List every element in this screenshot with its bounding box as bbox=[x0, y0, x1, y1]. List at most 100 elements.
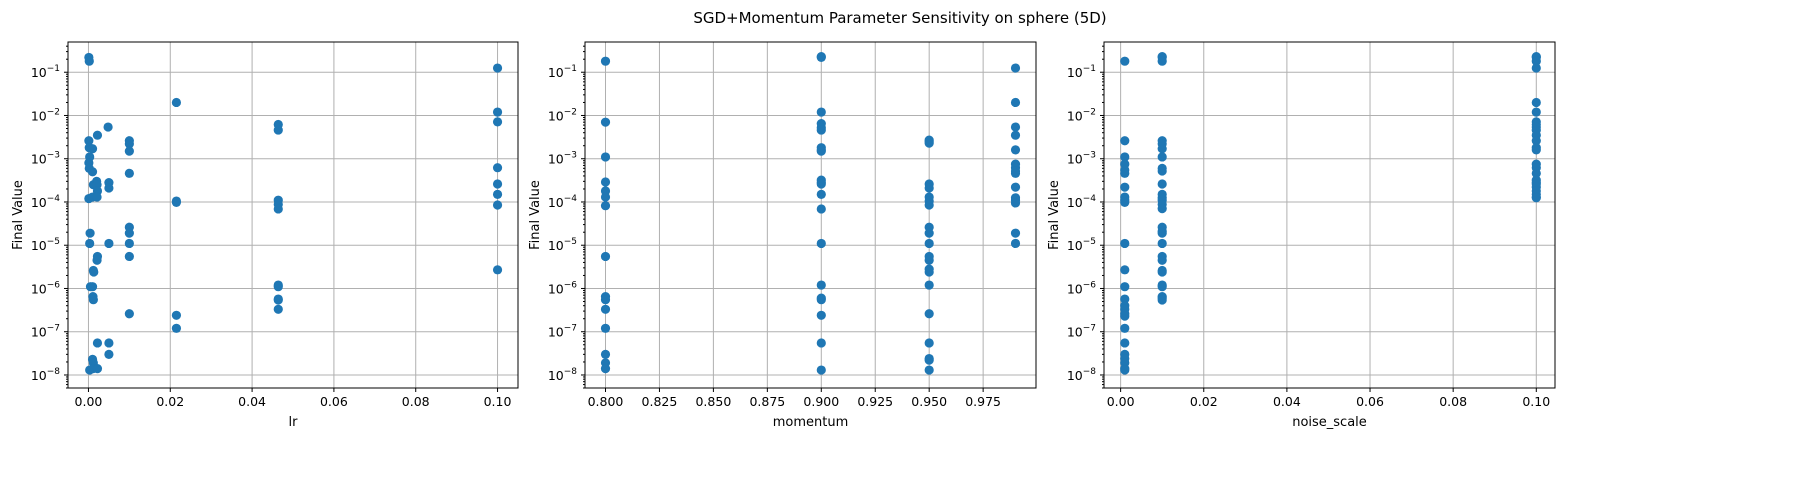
scatter-point bbox=[1120, 152, 1130, 162]
scatter-points bbox=[84, 52, 503, 375]
x-tick-label: 0.02 bbox=[156, 394, 184, 409]
scatter-point bbox=[92, 338, 103, 348]
y-tick-label: 10−5 bbox=[548, 237, 577, 253]
scatter-point bbox=[924, 355, 934, 365]
scatter-point bbox=[84, 56, 94, 66]
scatter-point bbox=[816, 204, 826, 214]
scatter-point bbox=[600, 304, 611, 314]
x-tick-label: 0.00 bbox=[1107, 394, 1135, 409]
scatter-point bbox=[1010, 97, 1021, 108]
scatter-point bbox=[492, 200, 503, 210]
scatter-point bbox=[1010, 63, 1021, 73]
scatter-point bbox=[1157, 267, 1167, 277]
x-axis: 0.00 0.02 0.04 0.06 0.08 0.10 bbox=[75, 388, 512, 409]
scatter-point bbox=[600, 177, 611, 187]
scatter-point bbox=[273, 304, 283, 314]
scatter-point bbox=[124, 168, 134, 178]
scatter-point bbox=[87, 144, 98, 154]
y-tick-label: 10−4 bbox=[1067, 194, 1096, 210]
y-tick-label: 10−1 bbox=[548, 64, 577, 80]
scatter-point bbox=[1531, 145, 1541, 155]
y-tick-label: 10−8 bbox=[548, 367, 577, 383]
x-axis-label: lr bbox=[289, 415, 299, 430]
scatter-point bbox=[1010, 228, 1021, 238]
x-tick-label: 0.06 bbox=[320, 394, 348, 409]
scatter-point bbox=[600, 56, 611, 66]
x-tick-label: 0.00 bbox=[75, 394, 103, 409]
y-tick-label: 10−3 bbox=[548, 151, 577, 167]
scatter-point bbox=[1531, 107, 1541, 117]
scatter-point bbox=[1157, 228, 1167, 238]
y-tick-label: 10−8 bbox=[1067, 367, 1096, 383]
scatter-point bbox=[124, 309, 134, 319]
scatter-point bbox=[924, 309, 934, 319]
scatter-point bbox=[1157, 282, 1167, 292]
y-tick-label: 10−5 bbox=[1067, 237, 1096, 253]
scatter-point bbox=[87, 282, 98, 292]
scatter-point bbox=[924, 255, 934, 265]
scatter-point bbox=[924, 228, 934, 238]
scatter-point bbox=[600, 152, 611, 162]
scatter-point bbox=[1157, 152, 1167, 162]
scatter-point bbox=[816, 52, 826, 63]
scatter-point bbox=[1010, 238, 1021, 249]
x-tick-label: 0.800 bbox=[588, 394, 624, 409]
scatter-point bbox=[492, 107, 503, 117]
y-axis: 10−8 10−7 10−6 10−5 10−4 10−3 10−2 10−1 bbox=[31, 45, 68, 389]
scatter-point bbox=[1120, 323, 1130, 333]
scatter-point bbox=[104, 349, 114, 359]
x-tick-label: 0.900 bbox=[803, 394, 839, 409]
scatter-point bbox=[1157, 204, 1167, 214]
scatter-point bbox=[1157, 295, 1167, 305]
scatter-point bbox=[816, 280, 826, 290]
scatter-point bbox=[924, 200, 934, 210]
scatter-point bbox=[1120, 265, 1130, 275]
scatter-point bbox=[1010, 122, 1021, 132]
scatter-point bbox=[600, 295, 611, 305]
scatter-point bbox=[171, 310, 182, 320]
scatter-points bbox=[600, 51, 1021, 375]
scatter-point bbox=[816, 310, 826, 320]
scatter-point bbox=[84, 136, 94, 146]
scatter-point bbox=[89, 267, 99, 277]
scatter-point bbox=[924, 267, 934, 277]
scatter-point bbox=[273, 295, 283, 305]
scatter-point bbox=[124, 228, 134, 238]
scatter-point bbox=[816, 107, 826, 117]
scatter-point bbox=[492, 163, 503, 173]
scatter-point bbox=[1157, 166, 1167, 176]
scatter-point bbox=[924, 365, 934, 375]
scatter-point bbox=[924, 280, 934, 290]
scatter-point bbox=[816, 338, 826, 348]
x-axis-label: noise_scale bbox=[1292, 415, 1367, 430]
scatter-point bbox=[1120, 338, 1130, 348]
scatter-point bbox=[492, 117, 503, 127]
y-tick-label: 10−7 bbox=[31, 324, 60, 340]
scatter-point bbox=[1157, 56, 1167, 66]
y-tick-label: 10−7 bbox=[1067, 324, 1096, 340]
scatter-point bbox=[1010, 168, 1021, 178]
scatter-point bbox=[92, 192, 102, 202]
y-axis-label: Final Value bbox=[1047, 180, 1062, 250]
subplot-lr: 0.00 0.02 0.04 0.06 0.08 0.10 10−8 10−7 10−6 10−5… bbox=[11, 41, 519, 430]
scatter-point bbox=[1010, 130, 1021, 140]
scatter-point bbox=[1120, 56, 1130, 66]
y-tick-label: 10−1 bbox=[1067, 64, 1096, 80]
scatter-point bbox=[85, 228, 95, 238]
x-tick-label: 0.875 bbox=[749, 394, 785, 409]
scatter-point bbox=[104, 183, 114, 193]
x-tick-label: 0.850 bbox=[695, 394, 731, 409]
scatter-point bbox=[1120, 168, 1130, 178]
scatter-point bbox=[273, 125, 283, 135]
scatter-point bbox=[104, 338, 114, 348]
scatter-point bbox=[1531, 63, 1541, 73]
scatter-point bbox=[816, 125, 826, 135]
scatter-point bbox=[92, 130, 103, 140]
y-tick-label: 10−2 bbox=[548, 107, 577, 123]
scatter-point bbox=[492, 63, 503, 73]
x-axis-label: momentum bbox=[773, 415, 849, 430]
scatter-point bbox=[1120, 282, 1130, 292]
y-tick-label: 10−3 bbox=[31, 151, 60, 167]
x-tick-label: 0.975 bbox=[965, 394, 1001, 409]
